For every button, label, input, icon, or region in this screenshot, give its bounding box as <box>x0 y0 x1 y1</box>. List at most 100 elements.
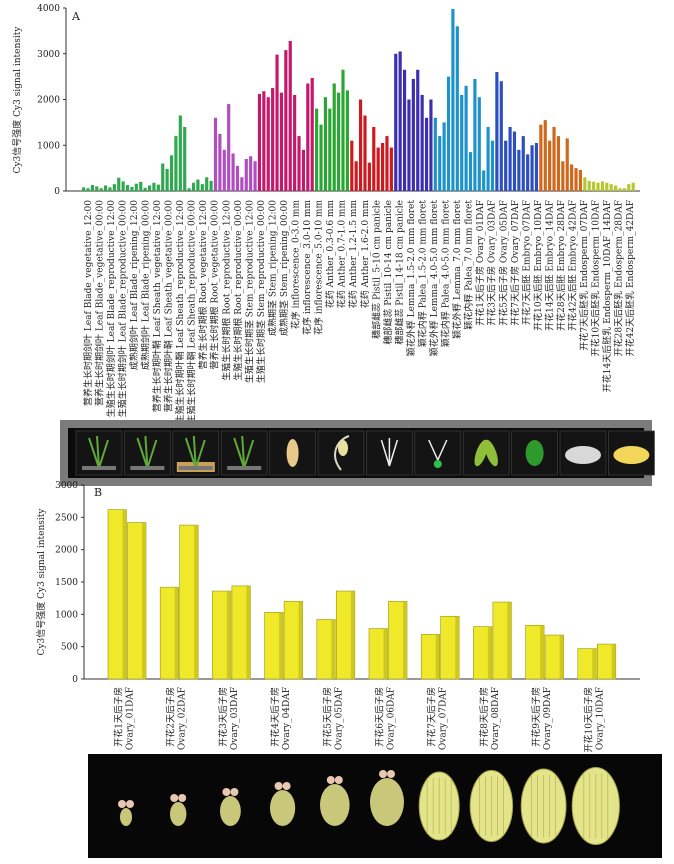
panel-a-category-label: 花药 Anther_1.2-1.5 mm <box>347 200 359 309</box>
panel-a-category-label: 营养生长时期根 Root_vegetative_12:00 <box>197 200 209 370</box>
panel-a-bar <box>618 188 622 191</box>
panel-a-bar <box>90 185 94 191</box>
panel-b-bar-shade <box>350 591 355 679</box>
panel-a-category-label: 花药 Anther_1.6-2.0 mm <box>359 200 371 309</box>
panel-a-bar <box>372 126 376 191</box>
seedling-icon <box>124 430 171 476</box>
panel-a-bar <box>244 158 248 191</box>
panel-a-bar <box>174 136 178 191</box>
panel-a-bar <box>284 50 288 192</box>
panel-a-bar <box>95 186 99 191</box>
panel-a-bar <box>156 184 160 191</box>
panel-a-category-label: 成熟期茎 Stem_ripening_12:00 <box>266 200 278 336</box>
y-tick-label: 1500 <box>55 578 78 588</box>
panel-a-bar <box>328 108 332 191</box>
panel-b-bar-shade <box>540 625 545 679</box>
panel-a-category-label: 开花5天后子房 Ovary_05DAF <box>497 200 509 326</box>
panel-a-category-label: 花序 inflorescence_5.0-10 mm <box>313 200 325 335</box>
panel-a-bar <box>231 153 235 191</box>
panel-a-bar <box>279 92 284 191</box>
panel-b-bar-shade <box>592 648 597 679</box>
floret-icon <box>462 430 510 476</box>
panel-b-bar-shade <box>331 619 336 679</box>
panel-b-category-label: Ovary_04DAF <box>282 687 292 750</box>
panel-b-bar-shade <box>487 626 492 679</box>
panel-a-bar <box>587 180 591 191</box>
endosperm-icon <box>608 430 655 476</box>
panel-a-bar <box>271 88 275 191</box>
panel-a-category-label: 开花42天后胚 Embryo_42DAF <box>567 200 579 331</box>
panel-a-bar <box>407 99 411 191</box>
panel-a-category-label: 花序 inflorescence_3.0-10 mm <box>301 200 313 335</box>
grain-icon <box>571 767 620 845</box>
y-tick-label: 2000 <box>37 96 60 106</box>
ovary-icon <box>170 794 187 826</box>
panel-a-category-label: 营养生长时期根 Root_vegetative_00:00 <box>209 200 221 370</box>
panel-b-category-label: Ovary_06DAF <box>387 687 397 750</box>
y-tick-label: 1000 <box>37 141 60 151</box>
panel-a-bar <box>86 188 90 191</box>
panel-a-category-label: 颖花内稃 Palea_4.0-5.0 mm floret <box>440 200 452 347</box>
panel-a-bar <box>227 104 231 191</box>
panel-a-bar <box>460 94 464 191</box>
panel-b-bar-shade <box>435 634 440 679</box>
panel-a-category-label: 花药 Anther_0.3-0.6 mm <box>324 200 336 309</box>
y-tick-label: 2500 <box>55 513 78 523</box>
panel-a-category-label: 营养生长时期剑叶 Leaf Blade_vegetative_00:00 <box>93 200 105 406</box>
panel-a-bar <box>147 185 152 191</box>
panel-a-bar <box>385 136 389 191</box>
panel-a-bar <box>592 181 596 191</box>
panel-b-category-label: Ovary_03DAF <box>230 687 240 750</box>
grain-icon <box>469 770 514 842</box>
panel-a-bar <box>402 69 407 191</box>
embryo-icon <box>511 430 559 476</box>
panel-a-category-label: 花序 inflorescence_0-3.0 mm <box>290 200 302 330</box>
y-tick-label: 1000 <box>55 610 78 620</box>
panel-b-bar-shade <box>122 509 127 679</box>
panel-a-bar <box>218 133 222 191</box>
panel-a-bar <box>350 140 354 191</box>
grain-icon <box>559 430 607 476</box>
grain-icon <box>418 771 460 841</box>
panel-a-bar <box>200 184 204 191</box>
panel-a-bar <box>187 188 191 191</box>
panel-a-bar <box>583 177 587 191</box>
panel-a-category-label: 生殖生长时期剑叶 Leaf Blade_reproductive_00:00 <box>116 200 128 417</box>
panel-a-bar <box>627 184 631 191</box>
panel-a-bar <box>539 124 543 191</box>
panel-a-category-label: 营养生长时期叶鞘 Leaf Sheath_vegetative_12:00 <box>151 200 163 412</box>
panel-a-bar <box>121 181 125 191</box>
panel-a-bar <box>398 51 402 192</box>
panel-b-bar-shade <box>298 601 303 679</box>
panel-a-bar <box>341 69 345 191</box>
panel-a-chart: A Cy3信号强度 Cy3 signal intensity 0 1000 2000… <box>11 4 640 423</box>
ovary-icon <box>320 776 350 826</box>
panel-a-bar <box>363 115 367 191</box>
panel-a-category-label: 生殖生长时期根 Root_reproductive_12:00 <box>220 200 232 381</box>
panel-a-label: A <box>71 10 81 23</box>
panel-a-bar <box>301 149 306 191</box>
panel-a-category-label: 颖花外稃 Lemma_4.0-5.0 mm floret <box>428 200 440 357</box>
panel-a-category-label: 开花7天后胚 Embryo_07DAF <box>520 200 532 325</box>
panel-a-bar <box>411 78 415 191</box>
panel-a-bar <box>486 126 490 191</box>
panel-b-category-label: 开花3天后子房 <box>217 687 229 747</box>
panel-a-category-label: 花药 Anther_0.7-1.0 mm <box>336 200 348 309</box>
panel-a-bar <box>622 188 626 191</box>
panel-a-category-label: 生殖生长时期叶鞘 Leaf Sheath_reproductive_00:00 <box>186 200 198 424</box>
panel-a-y-axis-label: Cy3信号强度 Cy3 signal intensity <box>11 26 23 174</box>
panel-a-bar <box>323 97 327 191</box>
panel-a-bar <box>99 188 103 191</box>
panel-a-bar <box>253 161 257 191</box>
panel-a-category-label: 成熟期茎 Stem_ripening_00:00 <box>278 200 290 336</box>
panel-a-category-label: 开花10天后胚 Embryo_10DAF <box>532 200 544 331</box>
panel-a-bar <box>530 145 534 191</box>
panel-a-bar <box>468 152 473 191</box>
panel-a-category-label: 开花1天后子房 Ovary_01DAF <box>474 200 486 326</box>
panel-a-bar <box>561 161 565 191</box>
panel-b-category-label: Ovary_02DAF <box>178 687 188 750</box>
panel-a-bar <box>512 131 517 191</box>
panel-a-bar <box>134 183 138 191</box>
panel-b-category-label: 开花2天后子房 <box>165 687 177 747</box>
panel-a-bar <box>499 81 503 191</box>
